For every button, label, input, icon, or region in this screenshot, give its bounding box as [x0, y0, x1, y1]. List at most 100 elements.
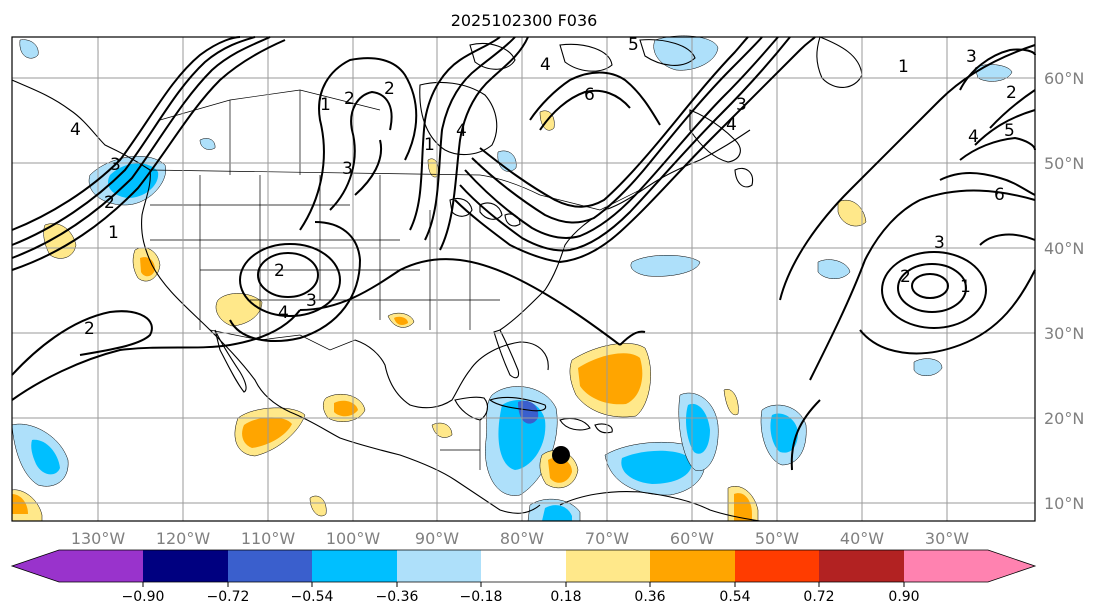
shade-yellow — [309, 495, 327, 517]
lon-label: 100°W — [326, 529, 381, 548]
shade-orange — [140, 257, 155, 277]
lon-label: 80°W — [500, 529, 544, 548]
lon-label: 30°W — [925, 529, 969, 548]
shade-blue-light — [630, 255, 701, 277]
contour-line — [989, 89, 1036, 129]
coastline — [559, 491, 761, 522]
contour-label: 3 — [110, 155, 121, 175]
contour-label: 4 — [726, 115, 737, 135]
colorbar-tick-label: −0.54 — [291, 589, 334, 605]
contour-line — [529, 71, 661, 126]
contour-label: 3 — [342, 159, 353, 179]
map-panel: 1 2 3 4 2 3 4 2 1 2 3 4 6 4 1 2 3 4 5 6 … — [11, 35, 1036, 522]
coastline — [479, 202, 503, 220]
shade-blue-light — [817, 259, 851, 279]
coastline — [488, 396, 547, 412]
coastline — [214, 329, 247, 393]
colorbar-tick-label: −0.36 — [376, 589, 419, 605]
contour-line — [354, 139, 383, 196]
colorbar-segment — [143, 550, 228, 582]
shade-orange — [734, 493, 752, 521]
colorbar-tick-label: 0.36 — [634, 589, 665, 605]
contour-line — [11, 36, 256, 246]
contour-label: 2 — [344, 89, 355, 109]
lat-label: 30°N — [1044, 324, 1084, 343]
lon-label: 120°W — [156, 529, 211, 548]
colorbar-segment — [312, 550, 397, 582]
shade-yellow — [43, 223, 77, 259]
coastline — [493, 329, 520, 379]
contour-line — [939, 172, 1036, 196]
coastline — [449, 197, 473, 217]
colorbar-tick-label: 0.18 — [550, 589, 581, 605]
colorbar-outline — [10, 549, 1037, 583]
contour-line — [459, 36, 791, 252]
colorbar-ticks — [142, 582, 905, 587]
colorbar-segment — [650, 550, 735, 582]
coastline — [419, 81, 498, 156]
contour-label: 5 — [628, 35, 639, 55]
lon-label: 110°W — [241, 529, 296, 548]
colorbar-segment — [904, 550, 988, 582]
contour-line — [454, 36, 816, 264]
shade-blue — [31, 439, 60, 475]
shade-orange — [578, 353, 643, 405]
coastline — [559, 43, 613, 72]
contour-line — [299, 258, 621, 346]
contour-line — [809, 189, 1036, 381]
contour-label: 1 — [898, 57, 909, 77]
contour-line — [911, 273, 949, 299]
contour-line — [619, 330, 646, 346]
shade-orange — [548, 457, 572, 483]
figure-title: 2025102300 F036 — [451, 11, 598, 30]
contour-line — [11, 39, 286, 271]
contour-line — [424, 36, 516, 241]
lon-label: 40°W — [840, 529, 884, 548]
colorbar-segment — [481, 550, 566, 582]
coastline — [354, 339, 549, 409]
shade-yellow — [723, 388, 739, 416]
border-line — [209, 329, 356, 351]
contour-label: 4 — [456, 121, 467, 141]
contour-label: 2 — [84, 319, 95, 339]
coastline — [559, 417, 591, 431]
contour-line — [959, 136, 1036, 161]
lat-label: 40°N — [1044, 239, 1084, 258]
shade-yellow — [837, 199, 867, 227]
lon-label: 70°W — [585, 529, 629, 548]
contour-label: 1 — [960, 277, 971, 297]
colorbar-tick-label: −0.72 — [207, 589, 250, 605]
contour-line — [257, 252, 319, 298]
contour-label: 6 — [584, 85, 595, 105]
contour-line — [897, 263, 967, 313]
coastline — [454, 396, 489, 421]
contour-line — [859, 269, 1036, 355]
contour-label: 4 — [968, 127, 979, 147]
colorbar-segment — [566, 550, 650, 582]
lon-label: 60°W — [670, 529, 714, 548]
political-borders — [149, 89, 641, 470]
contour-label: 3 — [966, 47, 977, 67]
shade-blue-light — [199, 138, 216, 150]
contour-line — [471, 36, 763, 224]
contour-lines — [11, 36, 1036, 471]
colorbar-segment — [59, 550, 143, 582]
colorbar-tick-label: 0.54 — [719, 589, 750, 605]
contour-label: 4 — [540, 55, 551, 75]
shade-blue-light — [913, 358, 943, 376]
contour-line — [779, 44, 1036, 301]
shade-orange — [12, 494, 28, 514]
shade-blue — [621, 450, 693, 484]
contour-label: 2 — [384, 79, 395, 99]
shade-blue-light — [653, 35, 719, 71]
contour-line — [11, 36, 241, 231]
shade-orange — [242, 417, 292, 448]
colorbar-segment — [397, 550, 481, 582]
contour-label: 2 — [900, 267, 911, 287]
contour-line — [881, 251, 987, 329]
contour-label: 1 — [424, 135, 435, 155]
contour-label: 3 — [306, 291, 317, 311]
coastline — [594, 423, 613, 434]
contour-line — [11, 36, 271, 259]
